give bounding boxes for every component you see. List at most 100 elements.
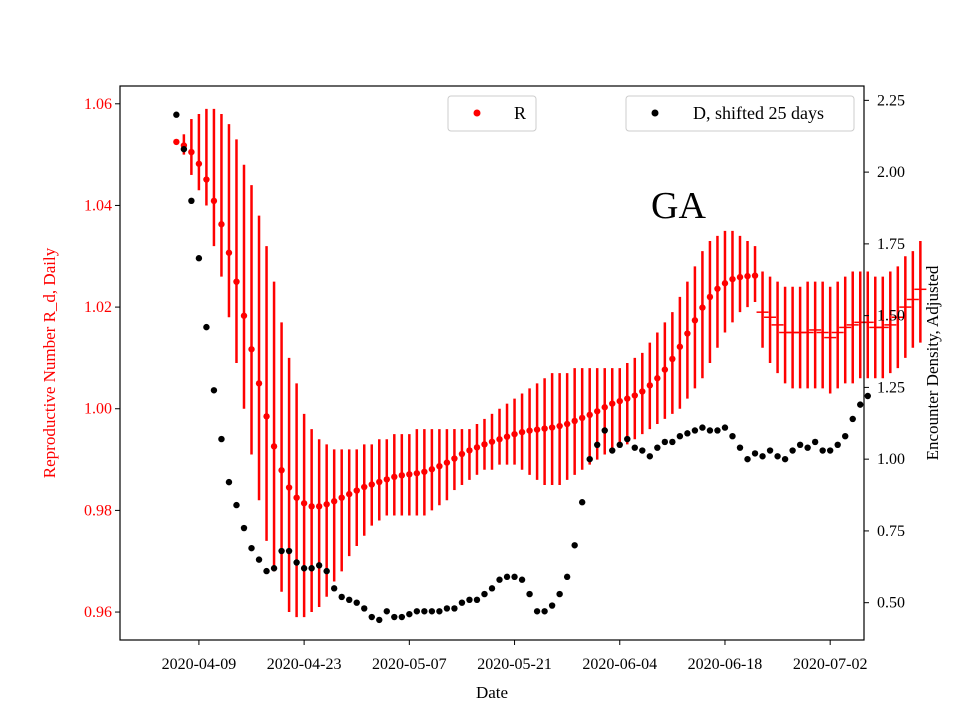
point-2-77 xyxy=(751,450,759,457)
point-0-7 xyxy=(225,249,233,256)
point-2-42 xyxy=(488,585,496,592)
point-0-75 xyxy=(736,273,744,281)
point-0-29 xyxy=(391,473,398,481)
right-tick-label-4: 1.50 xyxy=(877,308,905,325)
point-2-56 xyxy=(594,441,601,449)
point-2-11 xyxy=(255,556,263,563)
point-0-31 xyxy=(406,471,413,478)
point-0-33 xyxy=(421,468,428,475)
point-0-38 xyxy=(458,450,466,458)
point-2-10 xyxy=(248,544,255,552)
point-2-68 xyxy=(684,430,691,437)
point-0-43 xyxy=(496,436,503,443)
legend-r: R xyxy=(447,95,537,132)
point-0-34 xyxy=(428,466,436,473)
point-2-16 xyxy=(293,559,300,566)
left-tick-label-0: 0.96 xyxy=(84,604,112,621)
point-2-75 xyxy=(736,444,744,451)
point-0-27 xyxy=(376,478,383,486)
point-2-31 xyxy=(406,610,413,618)
point-0-60 xyxy=(624,395,631,402)
point-2-69 xyxy=(691,427,699,434)
point-0-42 xyxy=(488,438,496,445)
point-2-21 xyxy=(330,585,338,592)
point-0-5 xyxy=(210,197,218,205)
point-0-17 xyxy=(300,500,308,507)
right-tick-label-0: 0.50 xyxy=(877,595,905,612)
point-0-8 xyxy=(233,278,240,285)
point-2-32 xyxy=(413,608,421,615)
point-0-0 xyxy=(173,138,180,146)
right-tick-label-2: 1.00 xyxy=(877,451,905,468)
left-y-axis: 0.96 0.98 1.00 1.02 1.04 1.06 xyxy=(84,96,120,621)
point-2-71 xyxy=(706,427,714,434)
point-0-70 xyxy=(699,304,706,311)
point-2-66 xyxy=(669,438,676,446)
point-2-33 xyxy=(421,608,428,615)
x-tick-label-1: 2020-04-23 xyxy=(267,656,342,673)
point-0-24 xyxy=(353,487,360,494)
plot-area xyxy=(120,86,864,640)
point-2-6 xyxy=(218,435,225,443)
legend-d-box xyxy=(625,95,855,132)
point-0-19 xyxy=(315,503,323,510)
point-2-91 xyxy=(857,401,864,408)
point-0-45 xyxy=(511,430,518,438)
point-0-67 xyxy=(676,343,684,350)
point-2-44 xyxy=(503,573,511,581)
left-tick-label-2: 1.00 xyxy=(84,401,112,418)
point-2-7 xyxy=(225,478,233,486)
point-2-38 xyxy=(458,599,466,606)
point-0-77 xyxy=(751,272,759,279)
point-2-84 xyxy=(804,444,811,451)
point-2-13 xyxy=(270,565,278,572)
legend-d: D, shifted 25 days xyxy=(625,95,855,132)
point-2-15 xyxy=(285,547,293,555)
point-0-47 xyxy=(526,427,533,434)
point-2-60 xyxy=(624,435,631,443)
point-0-25 xyxy=(361,483,368,491)
point-0-9 xyxy=(240,312,248,319)
point-2-19 xyxy=(315,562,323,569)
point-2-85 xyxy=(811,438,819,446)
right-y-axis: 0.50 0.75 1.00 1.25 1.50 1.75 2.00 2.25 xyxy=(864,92,905,612)
point-2-1 xyxy=(180,145,188,153)
point-2-72 xyxy=(714,427,721,434)
point-2-43 xyxy=(496,576,503,583)
point-0-16 xyxy=(293,494,300,501)
point-0-54 xyxy=(578,414,586,422)
point-2-48 xyxy=(533,608,541,615)
point-0-51 xyxy=(556,422,563,430)
x-tick-label-2: 2020-05-07 xyxy=(372,656,447,673)
point-2-5 xyxy=(210,387,218,394)
point-2-52 xyxy=(563,573,571,581)
point-2-51 xyxy=(556,590,563,598)
point-2-82 xyxy=(789,447,796,454)
point-2-61 xyxy=(631,444,638,451)
point-2-90 xyxy=(849,415,856,423)
point-2-70 xyxy=(699,424,706,431)
x-tick-label-5: 2020-06-18 xyxy=(688,656,763,673)
point-2-2 xyxy=(188,197,195,205)
x-tick-label-4: 2020-06-04 xyxy=(582,656,657,673)
point-2-3 xyxy=(195,255,203,262)
right-axis-label: Encounter Density, Adjusted xyxy=(923,265,942,460)
point-0-56 xyxy=(594,408,601,415)
point-2-4 xyxy=(203,323,210,331)
point-0-66 xyxy=(669,355,676,363)
data-points xyxy=(173,111,927,624)
point-2-39 xyxy=(466,596,473,604)
point-2-35 xyxy=(436,608,443,615)
left-tick-label-3: 1.02 xyxy=(84,299,112,316)
point-2-86 xyxy=(819,447,826,454)
x-axis: 2020-04-09 2020-04-23 2020-05-07 2020-05-21… xyxy=(162,640,868,673)
point-2-20 xyxy=(323,567,330,575)
point-0-41 xyxy=(481,441,488,448)
point-2-88 xyxy=(834,441,841,449)
point-0-28 xyxy=(383,476,390,483)
point-2-67 xyxy=(676,432,684,440)
point-2-12 xyxy=(263,567,270,575)
point-2-53 xyxy=(571,542,578,549)
point-2-50 xyxy=(548,602,556,609)
point-0-20 xyxy=(323,501,330,508)
